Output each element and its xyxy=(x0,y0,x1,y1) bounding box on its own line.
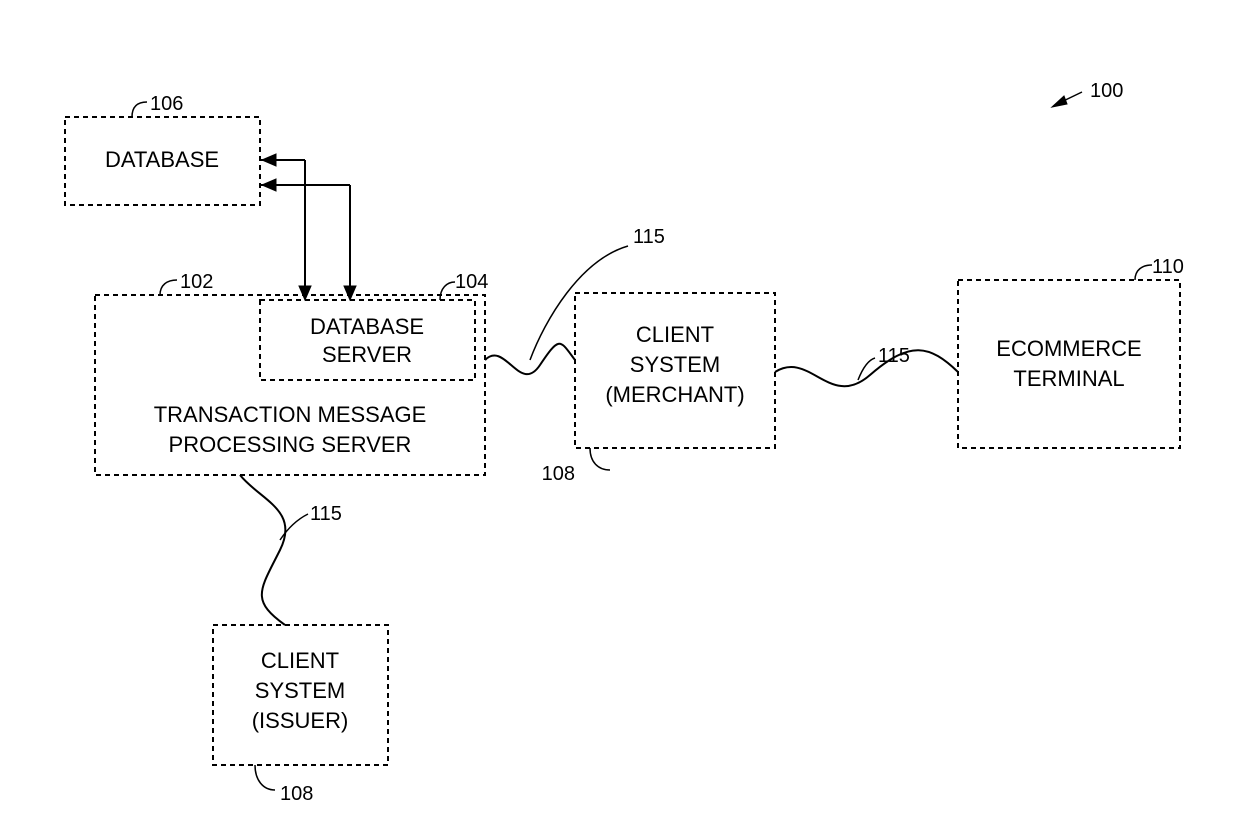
svg-text:108: 108 xyxy=(280,783,313,805)
svg-text:104: 104 xyxy=(455,271,488,293)
db-link-arrows xyxy=(260,154,356,300)
svg-text:115: 115 xyxy=(878,345,910,367)
svg-text:106: 106 xyxy=(150,93,183,115)
ref-100: 100 xyxy=(1052,80,1123,107)
ref-115-c: 115 xyxy=(280,503,342,540)
issuer-label-1: CLIENT xyxy=(261,648,339,673)
tx-server-label-2: PROCESSING SERVER xyxy=(169,432,412,457)
svg-text:108: 108 xyxy=(542,463,575,485)
ref-108-issuer: 108 xyxy=(255,765,313,805)
merchant-label-2: SYSTEM xyxy=(630,352,720,377)
ecommerce-box xyxy=(958,280,1180,448)
ref-106: 106 xyxy=(132,93,183,117)
svg-text:110: 110 xyxy=(1152,256,1184,278)
db-server-label-1: DATABASE xyxy=(310,314,424,339)
conn-tx-issuer xyxy=(240,475,285,625)
tx-server-label-1: TRANSACTION MESSAGE xyxy=(154,402,427,427)
svg-text:115: 115 xyxy=(310,503,342,525)
svg-text:102: 102 xyxy=(180,271,213,293)
ecommerce-label-2: TERMINAL xyxy=(1013,366,1124,391)
merchant-label-1: CLIENT xyxy=(636,322,714,347)
ref-115-b: 115 xyxy=(858,345,910,380)
ref-102: 102 xyxy=(160,271,213,295)
svg-text:115: 115 xyxy=(633,226,665,248)
svg-text:100: 100 xyxy=(1090,80,1123,102)
db-server-box xyxy=(260,300,475,380)
ref-108-merchant: 108 xyxy=(542,448,610,485)
database-label: DATABASE xyxy=(105,147,219,172)
merchant-label-3: (MERCHANT) xyxy=(605,382,744,407)
issuer-label-3: (ISSUER) xyxy=(252,708,349,733)
conn-merchant-ecommerce xyxy=(775,350,958,386)
ecommerce-label-1: ECOMMERCE xyxy=(996,336,1141,361)
ref-110: 110 xyxy=(1135,256,1184,280)
db-server-label-2: SERVER xyxy=(322,342,412,367)
issuer-label-2: SYSTEM xyxy=(255,678,345,703)
